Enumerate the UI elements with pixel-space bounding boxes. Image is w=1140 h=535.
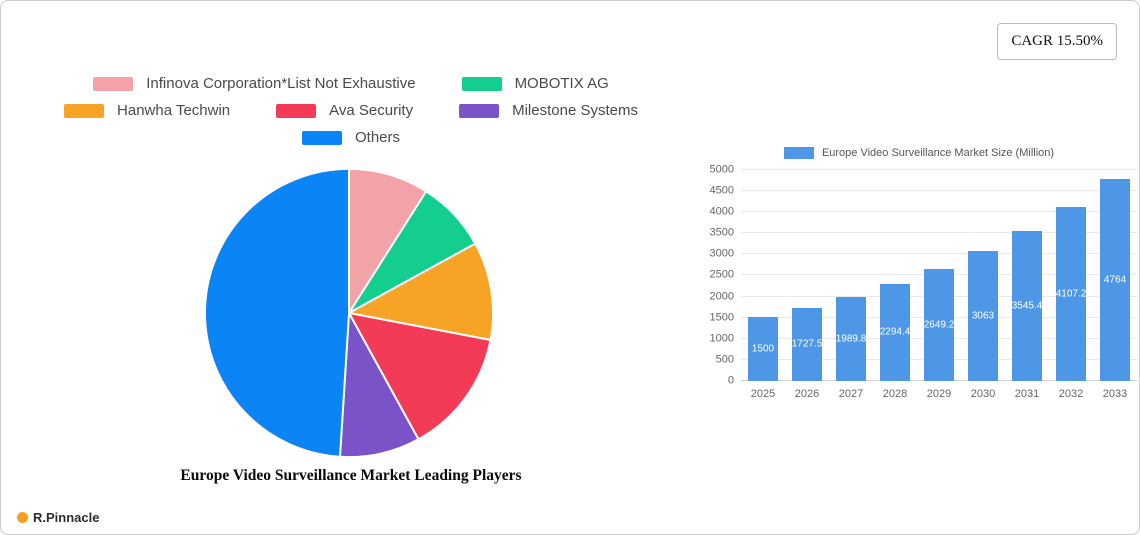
y-axis-tick-label: 2500 — [709, 268, 734, 281]
bar-value-label: 1989.8 — [835, 333, 867, 345]
bar-2026: 1727.5 — [791, 307, 823, 381]
bar-value-label: 2294.4 — [879, 326, 911, 338]
legend-swatch-icon — [93, 76, 134, 91]
y-axis-tick-label: 500 — [715, 353, 734, 366]
pie-legend-row: Others — [301, 129, 400, 146]
bar-value-label: 1727.5 — [791, 338, 823, 350]
legend-swatch-icon — [64, 103, 105, 118]
y-axis-tick-label: 4000 — [709, 205, 734, 218]
bar-2028: 2294.4 — [879, 283, 911, 381]
bar-value-label: 2649.2 — [923, 319, 955, 331]
brand-dot-icon — [17, 512, 28, 523]
bar-cell: 1727.5 — [785, 169, 829, 381]
y-axis-tick-label: 1000 — [709, 332, 734, 345]
x-axis-tick-label: 2032 — [1058, 388, 1084, 400]
bar-2025: 1500 — [748, 317, 778, 381]
gridline — [741, 253, 1137, 254]
pie-slice — [203, 167, 350, 458]
x-axis-tick-label: 2025 — [750, 388, 776, 400]
y-axis-tick-label: 4500 — [709, 184, 734, 197]
bar-cell: 3545.4 — [1005, 169, 1049, 381]
bar-2033: 4764 — [1100, 179, 1130, 381]
x-axis-tick-label: 2030 — [970, 388, 996, 400]
pie-slice — [338, 312, 420, 459]
y-axis-tick-label: 1500 — [709, 311, 734, 324]
legend-swatch-icon — [301, 130, 342, 145]
legend-label: Infinova Corporation*List Not Exhaustive — [146, 75, 416, 92]
y-axis-tick-label: 2000 — [709, 290, 734, 303]
brand-logo: R.Pinnacle — [17, 510, 99, 525]
gridline — [741, 232, 1137, 233]
legend-swatch-icon — [276, 103, 317, 118]
pie-legend-item[interactable]: Hanwha Techwin — [64, 102, 230, 119]
pie-legend-row: Infinova Corporation*List Not Exhaustive… — [93, 75, 609, 92]
cagr-badge: CAGR 15.50% — [997, 23, 1117, 60]
bar-legend-item[interactable]: Europe Video Surveillance Market Size (M… — [701, 147, 1137, 159]
legend-label: Hanwha Techwin — [117, 102, 231, 119]
bar-legend-swatch — [783, 147, 814, 159]
bar-cell: 2649.2 — [917, 169, 961, 381]
bar-legend-label: Europe Video Surveillance Market Size (M… — [821, 147, 1055, 159]
x-axis-tick-label: 2031 — [1014, 388, 1040, 400]
pie-legend-item[interactable]: Ava Security — [276, 102, 413, 119]
bar-cell: 1500 — [741, 169, 785, 381]
legend-swatch-icon — [461, 76, 502, 91]
legend-label: Ava Security — [329, 102, 414, 119]
x-axis-tick-label: 2026 — [794, 388, 820, 400]
x-axis-tick-label: 2027 — [838, 388, 864, 400]
bar-cell: 3063 — [961, 169, 1005, 381]
pie-svg — [203, 167, 495, 459]
bar-cell: 4764 — [1093, 169, 1137, 381]
bar-2032: 4107.2 — [1055, 206, 1087, 381]
bar-2027: 1989.8 — [835, 296, 867, 381]
pie-legend-item[interactable]: Milestone Systems — [459, 102, 638, 119]
gridline — [741, 190, 1137, 191]
legend-label: Milestone Systems — [512, 102, 638, 119]
x-axis-tick-label: 2033 — [1102, 388, 1128, 400]
bar-2030: 3063 — [968, 251, 998, 381]
y-axis-tick-label: 3000 — [709, 247, 734, 260]
bar-cell: 1989.8 — [829, 169, 873, 381]
pie-legend-item[interactable]: Infinova Corporation*List Not Exhaustive — [93, 75, 416, 92]
bar-value-label: 1500 — [751, 343, 775, 355]
bar-2031: 3545.4 — [1011, 230, 1043, 381]
legend-label: Others — [354, 129, 400, 146]
bar-cell: 4107.2 — [1049, 169, 1093, 381]
bar-value-label: 4107.2 — [1055, 288, 1087, 300]
pie-legend-item[interactable]: Others — [301, 129, 400, 146]
bar-2029: 2649.2 — [923, 268, 955, 381]
bar-value-label: 3063 — [971, 310, 995, 322]
bar-value-label: 4764 — [1103, 274, 1127, 286]
pie-legend-row: Hanwha Techwin Ava Security Milestone Syst… — [64, 102, 638, 119]
pie-chart-title: Europe Video Surveillance Market Leading… — [180, 467, 522, 484]
bar-value-label: 3545.4 — [1011, 300, 1043, 312]
y-axis-tick-label: 5000 — [709, 163, 734, 176]
pie-legend: Infinova Corporation*List Not Exhaustive… — [31, 75, 671, 146]
pie-legend-item[interactable]: MOBOTIX AG — [461, 75, 609, 92]
legend-swatch-icon — [459, 103, 500, 118]
legend-label: MOBOTIX AG — [514, 75, 609, 92]
x-axis-tick-label: 2029 — [926, 388, 952, 400]
y-axis-tick-label: 3500 — [709, 226, 734, 239]
x-axis-tick-label: 2028 — [882, 388, 908, 400]
bar-cell: 2294.4 — [873, 169, 917, 381]
gridline — [741, 211, 1137, 212]
pie-slice — [348, 242, 495, 341]
bars-layer: 1500 1727.5 1989.8 2294.4 2649.2 3063 3545.4 41… — [741, 169, 1137, 381]
bar-plot: 0 500 1000 1500 2000 2500 3000 3500 4000 4500 5000… — [710, 164, 1137, 386]
y-axis-tick-label: 0 — [727, 374, 734, 387]
gridline — [741, 169, 1137, 170]
brand-name: R.Pinnacle — [33, 510, 100, 525]
bar-x-labels: 2025 2026 2027 2028 2029 2030 2031 2032 2033 — [741, 388, 1137, 400]
pie-slice — [348, 312, 492, 441]
bar-chart: Europe Video Surveillance Market Size (M… — [701, 147, 1137, 400]
pie-slice — [348, 167, 428, 314]
